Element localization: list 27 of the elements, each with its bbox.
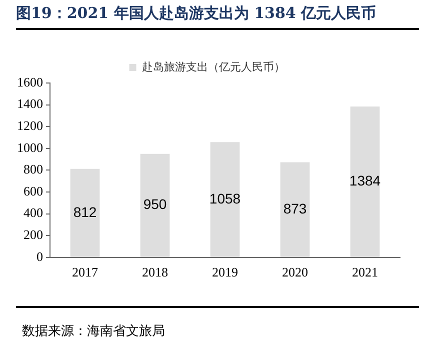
y-tick-label: 400: [24, 205, 43, 220]
y-tick-label: 200: [24, 227, 43, 242]
data-label: 1058: [209, 190, 241, 206]
y-tick-label: 0: [36, 248, 43, 264]
y-tick-label: 800: [24, 162, 43, 177]
data-label: 950: [143, 196, 167, 212]
y-tick-label: 600: [24, 183, 43, 198]
x-tick-label: 2019: [212, 264, 238, 280]
legend-label: 赴岛旅游支出（亿元人民币）: [142, 60, 285, 74]
bar: [350, 106, 380, 257]
x-tick-label: 2018: [142, 264, 168, 280]
data-label: 1384: [349, 172, 381, 189]
source-note: 数据来源：海南省文旅局: [22, 323, 165, 340]
data-label: 873: [283, 200, 307, 216]
bar: [70, 168, 100, 257]
y-tick-label: 1000: [17, 140, 43, 155]
data-label: 812: [73, 204, 97, 220]
bar: [140, 154, 170, 257]
x-tick-label: 2017: [72, 264, 98, 280]
bar: [210, 142, 240, 257]
y-tick-label: 1600: [17, 74, 43, 90]
y-tick-label: 1400: [17, 96, 43, 112]
bar: [280, 162, 310, 257]
x-tick-label: 2020: [282, 264, 308, 280]
y-tick-label: 1200: [17, 118, 43, 134]
x-tick-label: 2021: [352, 264, 378, 280]
chart-title: 图19：2021 年国人赴岛游支出为 1384 亿元人民币: [16, 4, 376, 23]
